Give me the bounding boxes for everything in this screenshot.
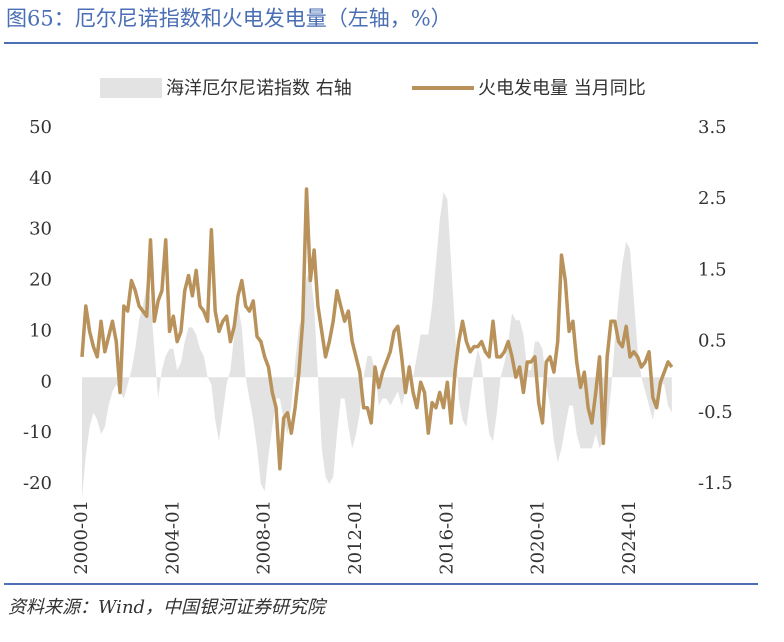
y2-tick-label: -0.5 [698, 402, 733, 423]
x-tick-label: 2000-01 [71, 500, 92, 575]
area [82, 192, 672, 499]
y-tick-label: 40 [29, 168, 52, 189]
y-tick-label: -10 [23, 422, 52, 443]
line [80, 187, 674, 471]
y-tick-label: 20 [29, 270, 52, 291]
source: 资料来源：Wind，中国银河证券研究院 [8, 597, 328, 618]
y-tick-label: 0 [41, 371, 52, 392]
y-tick-label: -20 [23, 473, 52, 494]
x-tick-label: 2024-01 [619, 500, 640, 575]
y-tick-label: 30 [29, 219, 52, 240]
legend-label: 海洋厄尔尼诺指数 右轴 [166, 78, 352, 99]
x-tick-label: 2020-01 [528, 500, 549, 575]
y2-tick-label: 0.5 [698, 331, 727, 352]
y2-tick-label: 3.5 [698, 117, 727, 138]
legend-swatch [100, 78, 162, 98]
x-tick-label: 2012-01 [345, 500, 366, 575]
x-tick-label: 2016-01 [436, 500, 457, 575]
x-tick-label: 2004-01 [162, 500, 183, 575]
y2-tick-label: 1.5 [698, 259, 727, 280]
y-tick-label: 10 [29, 320, 52, 341]
chart-title: 图65：厄尔尼诺指数和火电发电量（左轴，%） [6, 7, 452, 31]
y2-tick-label: -1.5 [698, 473, 733, 494]
legend-label: 火电发电量 当月同比 [478, 78, 646, 99]
y2-tick-label: 2.5 [698, 188, 727, 209]
y-tick-label: 50 [29, 117, 52, 138]
x-tick-label: 2008-01 [254, 500, 275, 575]
